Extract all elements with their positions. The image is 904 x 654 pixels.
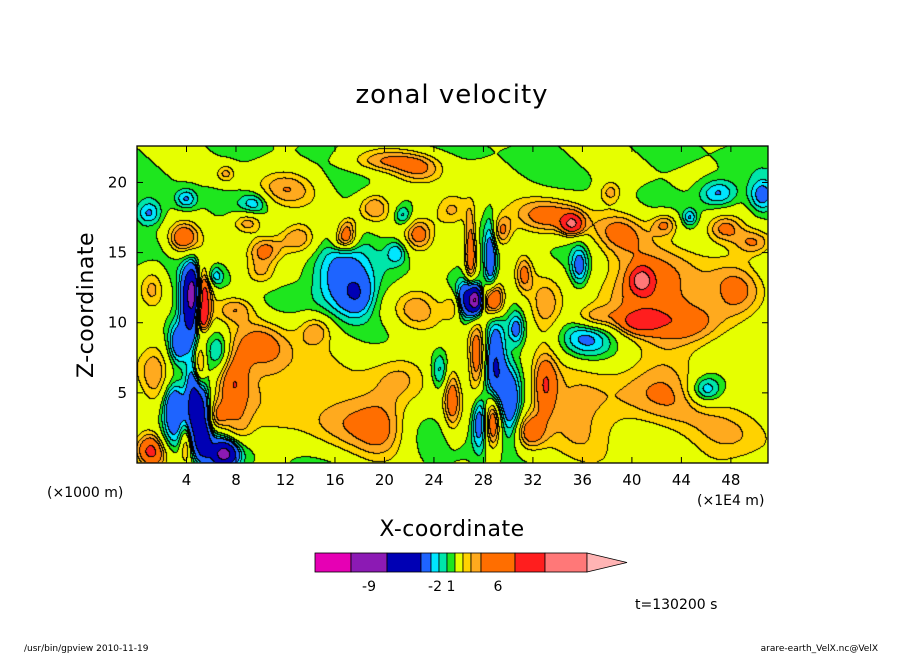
colorbar-swatch (386, 552, 422, 573)
colorbar-swatch (446, 552, 456, 573)
x-tick-label: 28 (474, 471, 493, 489)
y-tick-label: 15 (108, 244, 127, 262)
colorbar-swatch (462, 552, 472, 573)
colorbar-swatch (480, 552, 516, 573)
x-axis-title: X-coordinate (379, 517, 524, 542)
colorbar-tick-labels: -9 -2 1 6 (362, 579, 503, 595)
y-tick-label: 5 (117, 384, 127, 402)
colorbar-swatch (430, 552, 440, 573)
x-tick-label: 16 (325, 471, 344, 489)
colorbar-tick-label: -2 (428, 579, 442, 595)
x-tick-label: 40 (622, 471, 641, 489)
y-unit-label: (×1000 m) (47, 485, 123, 501)
x-unit-label: (×1E4 m) (697, 493, 764, 509)
velocity-field-canvas (137, 146, 768, 463)
colorbar-arrow (586, 552, 628, 573)
plot-frame (136, 145, 769, 464)
y-tick-label: 10 (108, 314, 127, 332)
x-tick-label: 32 (523, 471, 542, 489)
y-axis-title: Z-coordinate (74, 232, 99, 378)
x-tick-label: 4 (182, 471, 192, 489)
y-axis-ticks: 5 10 15 20 (108, 173, 768, 402)
colorbar (314, 552, 628, 573)
chart-title: zonal velocity (355, 80, 548, 110)
plot-area (136, 145, 769, 464)
colorbar-swatch (454, 552, 464, 573)
colorbar-swatch (470, 552, 482, 573)
footer-right: arare-earth_VelX.nc@VelX (761, 644, 878, 654)
colorbar-tick-label: -9 (362, 579, 376, 595)
time-stamp: t=130200 s (635, 597, 717, 613)
colorbar-swatch (544, 552, 588, 573)
footer-left: /usr/bin/gpview 2010-11-19 (24, 644, 149, 654)
colorbar-swatch (514, 552, 546, 573)
x-tick-label: 36 (573, 471, 592, 489)
colorbar-tick-label: 6 (494, 579, 503, 595)
colorbar-swatch (314, 552, 352, 573)
x-tick-label: 8 (231, 471, 241, 489)
x-axis-ticks: 4 8 12 16 20 24 28 32 36 40 44 48 (182, 146, 740, 489)
x-tick-label: 44 (672, 471, 691, 489)
y-tick-label: 20 (108, 173, 127, 191)
x-tick-label: 20 (375, 471, 394, 489)
x-tick-label: 12 (276, 471, 295, 489)
x-tick-label: 48 (721, 471, 740, 489)
x-tick-label: 24 (424, 471, 443, 489)
colorbar-swatch (438, 552, 448, 573)
colorbar-swatch (420, 552, 432, 573)
colorbar-swatch (350, 552, 388, 573)
colorbar-tick-label: 1 (447, 579, 456, 595)
